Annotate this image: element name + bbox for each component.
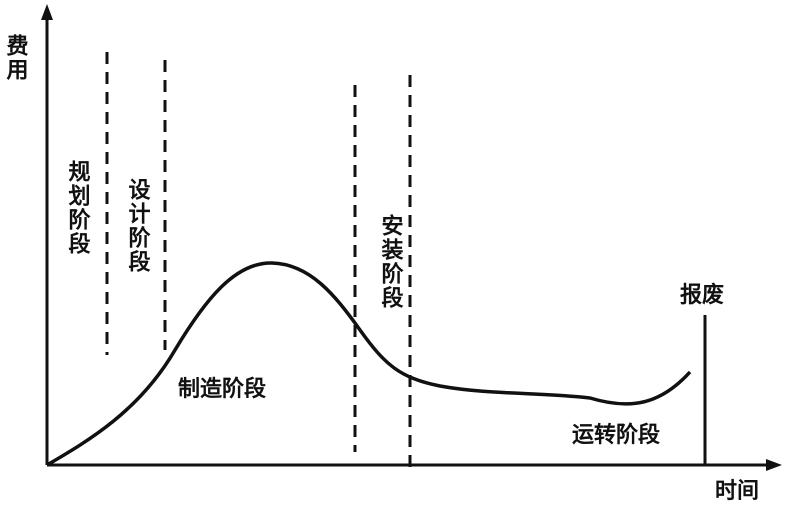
phase-label: 报废 (680, 282, 724, 308)
y-axis-label: 费用 (3, 34, 29, 82)
phase-label: 安装阶段 (378, 213, 404, 310)
phase-label: 设计阶段 (125, 178, 151, 274)
phase-label: 运转阶段 (572, 422, 660, 448)
phase-label: 规划阶段 (65, 160, 91, 256)
y-axis-arrow (41, 4, 53, 20)
x-axis-label: 时间 (715, 479, 759, 504)
phase-label: 制造阶段 (178, 376, 266, 402)
x-axis-arrow (766, 459, 782, 471)
cost-curve (46, 261, 692, 467)
